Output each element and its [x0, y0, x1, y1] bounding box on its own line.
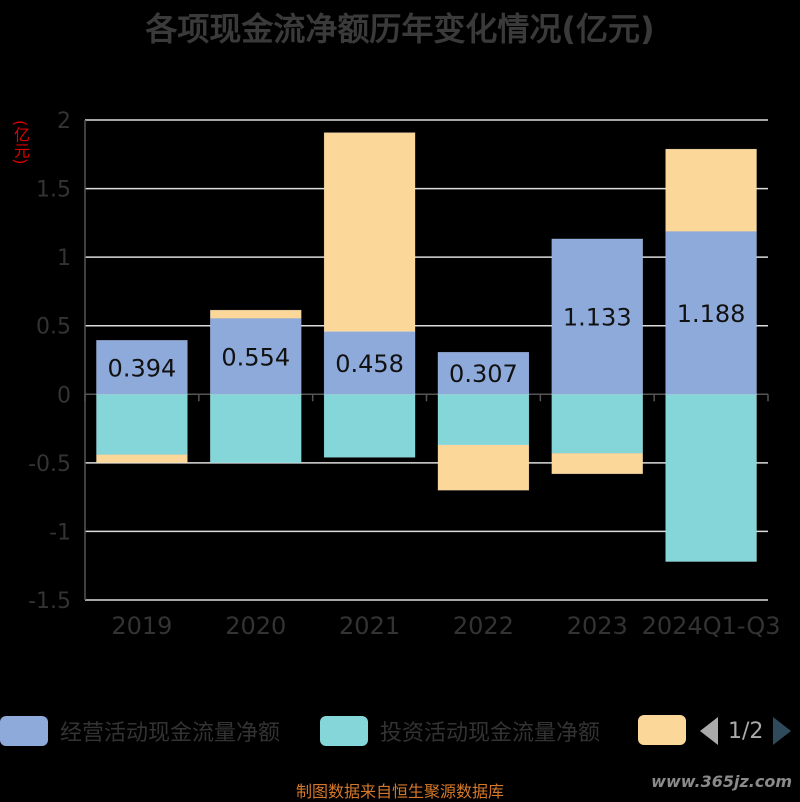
x-tick-label: 2021	[339, 612, 400, 640]
data-label: 1.133	[563, 304, 632, 332]
bar-segment	[323, 394, 416, 458]
legend-page-indicator: 1/2	[728, 718, 764, 744]
chevron-right-icon[interactable]	[773, 717, 792, 745]
bar-segment	[551, 238, 643, 395]
legend-swatch-operating	[0, 716, 48, 746]
data-label: 0.458	[335, 350, 404, 378]
source-note: 制图数据来自恒生聚源数据库	[295, 782, 504, 801]
bar-segment	[665, 148, 757, 232]
x-tick-label: 2023	[567, 612, 628, 640]
legend-swatch-investing	[320, 716, 368, 746]
watermark: www.365jz.com	[651, 772, 792, 791]
bar-segment	[210, 309, 302, 319]
legend-pager: 1/2	[700, 717, 792, 745]
x-tick-label: 2022	[453, 612, 514, 640]
bar-segment	[96, 454, 188, 464]
bar-segment	[323, 331, 416, 395]
bar-segment	[665, 231, 757, 395]
x-tick-label: 2019	[111, 612, 172, 640]
bar-segment	[551, 394, 643, 454]
data-label: 0.394	[108, 354, 177, 382]
y-tick-label: 1	[57, 246, 71, 271]
bar-segment	[437, 394, 530, 446]
x-tick-label: 2020	[225, 612, 286, 640]
y-tick-label: 1.5	[36, 178, 71, 203]
x-tick-label: 2024Q1-Q3	[642, 612, 781, 640]
y-tick-label: 0.5	[36, 315, 71, 340]
legend: 经营活动现金流量净额 投资活动现金流量净额 1/2	[0, 715, 800, 755]
chart-svg: 2 1.5 1 0.5 0 -0.5 -1 -1.5 0.394 2019 0.554 2020 0.4…	[28, 109, 781, 640]
y-tick-label: -1.5	[28, 589, 71, 614]
data-label: 0.554	[221, 343, 290, 371]
y-unit-label: (亿元)	[11, 120, 30, 165]
bar-segment	[437, 444, 530, 491]
bar-segment	[96, 340, 188, 395]
chart-title: 各项现金流净额历年变化情况(亿元)	[145, 10, 655, 48]
legend-swatch-third	[638, 715, 686, 745]
y-tick-label: -0.5	[28, 452, 71, 477]
y-tick-label: -1	[49, 520, 71, 545]
y-tick-label: 0	[57, 383, 71, 408]
legend-label-operating: 经营活动现金流量净额	[60, 721, 281, 746]
legend-item-investing[interactable]: 投资活动现金流量净额	[320, 715, 600, 747]
legend-item-third[interactable]	[638, 715, 698, 745]
chevron-left-icon[interactable]	[700, 717, 718, 745]
legend-item-operating[interactable]: 经营活动现金流量净额	[0, 715, 280, 747]
bar-segment	[323, 132, 416, 332]
bar-segment	[210, 394, 302, 464]
data-label: 1.188	[677, 300, 746, 328]
legend-label-investing: 投资活动现金流量净额	[380, 721, 601, 746]
bar-segment	[96, 394, 188, 455]
bar-segment	[551, 453, 643, 475]
bar-segment	[665, 394, 757, 562]
data-label: 0.307	[449, 360, 518, 388]
y-tick-label: 2	[57, 109, 71, 134]
